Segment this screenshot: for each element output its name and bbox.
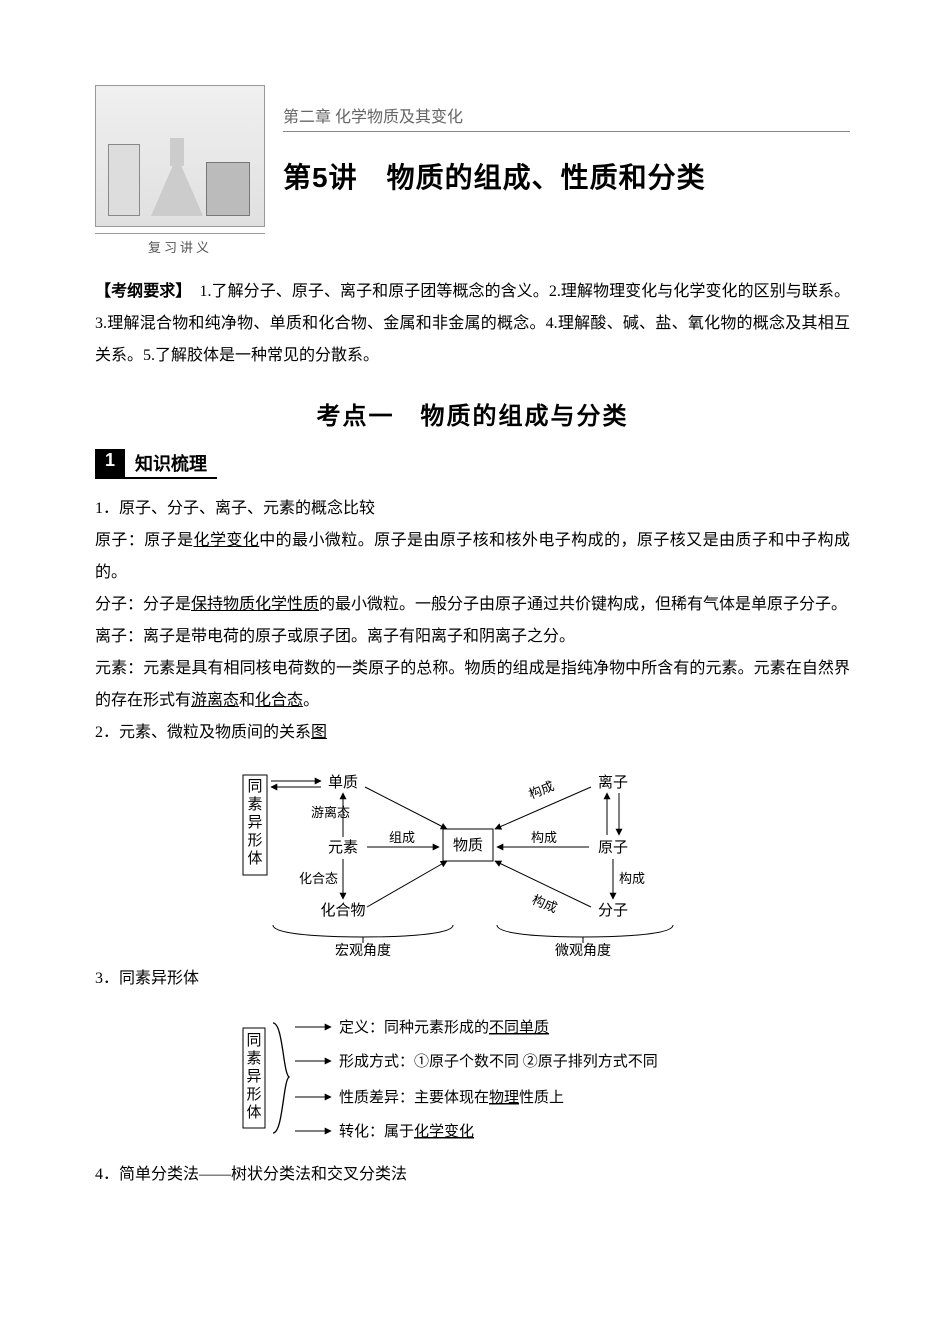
- d2-row3-b: 性质上: [519, 1089, 564, 1106]
- d1-wuzhi: 物质: [452, 837, 482, 854]
- topic-title: 考点一 物质的组成与分类: [95, 396, 850, 431]
- d1-zucheng: 组成: [389, 830, 415, 845]
- chapter-label: 第二章 化学物质及其变化: [283, 103, 850, 132]
- d1-goucheng-bot: 构成: [529, 892, 559, 916]
- d1-lizi: 离子: [597, 774, 627, 791]
- d1-fenzi: 分子: [597, 902, 627, 919]
- lesson-title: 第5讲 物质的组成、性质和分类: [283, 156, 850, 196]
- chapter-image: [95, 85, 265, 227]
- d2-row3-u: 物理: [489, 1089, 519, 1106]
- flask-neck-icon: [170, 138, 184, 166]
- d2-row4: 转化：属于化学变化: [339, 1123, 474, 1140]
- relationship-diagram: 同 素 异 形 体 单质 元素 游离态 化合物 化合态 物质: [233, 757, 713, 957]
- section-label: 知识梳理: [125, 449, 217, 479]
- d1-goucheng-top: 构成: [526, 778, 556, 802]
- item1-element: 元素：元素是具有相同核电荷数的一类原子的总称。物质的组成是指纯净物中所含有的元素…: [95, 653, 850, 717]
- kaogang-text: 1.了解分子、原子、离子和原子团等概念的含义。2.理解物理变化与化学变化的区别与…: [95, 283, 850, 364]
- item1-heading: 1．原子、分子、离子、元素的概念比较: [95, 493, 850, 525]
- d1-yuansu: 元素: [327, 839, 357, 856]
- d2-box-2: 素: [246, 1050, 261, 1067]
- d1-huahetai: 化合态: [299, 871, 338, 886]
- mol-b: 的最小微粒。一般分子由原子通过共价键构成，但稀有气体是单原子分子。: [319, 596, 847, 613]
- atom-u: 化学变化: [194, 532, 260, 549]
- chapter-image-block: 复习讲义: [95, 85, 265, 256]
- d2-box-1: 同: [246, 1033, 261, 1049]
- d1-macro: 宏观角度: [335, 943, 391, 957]
- glassware-icon: [108, 144, 140, 216]
- page: 复习讲义 第二章 化学物质及其变化 第5讲 物质的组成、性质和分类 【考纲要求】…: [0, 0, 945, 1337]
- item1-molecule: 分子：分子是保持物质化学性质的最小微粒。一般分子由原子通过共价键构成，但稀有气体…: [95, 589, 850, 621]
- d1-leftbox-3: 异: [247, 815, 262, 831]
- item2-heading: 2．元素、微粒及物质间的关系图: [95, 717, 850, 749]
- elem-u1: 游离态: [191, 692, 239, 709]
- diagram-1: 同 素 异 形 体 单质 元素 游离态 化合物 化合态 物质: [95, 757, 850, 957]
- d1-leftbox-4: 形: [247, 832, 262, 849]
- elem-u2: 化合态: [255, 692, 303, 709]
- d1-leftbox-2: 素: [247, 796, 262, 813]
- item4-heading: 4．简单分类法——树状分类法和交叉分类法: [95, 1159, 850, 1191]
- d1-danzhi: 单质: [327, 774, 357, 791]
- d2-row1-u: 不同单质: [489, 1019, 549, 1036]
- d2-row4-u: 化学变化: [414, 1123, 474, 1140]
- d2-row3: 性质差异：主要体现在物理性质上: [339, 1089, 564, 1106]
- item1-ion: 离子：离子是带电荷的原子或原子团。离子有阳离子和阴离子之分。: [95, 621, 850, 653]
- d1-goucheng-atom-mol: 构成: [619, 871, 645, 886]
- mol-a: 分子：分子是: [95, 596, 191, 613]
- atom-a: 原子：原子是: [95, 532, 194, 549]
- d1-youli: 游离态: [311, 805, 350, 820]
- section-bar-1: 1 知识梳理: [95, 449, 850, 479]
- d2-box-4: 形: [246, 1086, 261, 1103]
- elem-mid: 和: [239, 692, 255, 709]
- kaogang-paragraph: 【考纲要求】 1.了解分子、原子、离子和原子团等概念的含义。2.理解物理变化与化…: [95, 276, 850, 372]
- d2-box-5: 体: [246, 1104, 261, 1121]
- d1-micro: 微观角度: [555, 943, 611, 957]
- d1-leftbox-1: 同: [247, 779, 262, 795]
- elem-end: 。: [303, 692, 319, 709]
- item1-atom: 原子：原子是化学变化中的最小微粒。原子是由原子核和核外电子构成的，原子核又是由质…: [95, 525, 850, 589]
- jar-icon: [206, 162, 250, 216]
- allotrope-diagram: 同 素 异 形 体 定义：同种元素形成的不同单质 形成方式：①原子个数不同 ②原…: [203, 1003, 743, 1153]
- item2-heading-a: 2．元素、微粒及物质间的关系: [95, 724, 311, 741]
- d2-row4-a: 转化：属于: [339, 1123, 414, 1140]
- chapter-header: 复习讲义 第二章 化学物质及其变化 第5讲 物质的组成、性质和分类: [95, 85, 850, 256]
- d1-leftbox-5: 体: [247, 850, 262, 867]
- header-text: 第二章 化学物质及其变化 第5讲 物质的组成、性质和分类: [283, 85, 850, 196]
- item3-heading: 3．同素异形体: [95, 963, 850, 995]
- diagram-2: 同 素 异 形 体 定义：同种元素形成的不同单质 形成方式：①原子个数不同 ②原…: [95, 1003, 850, 1153]
- d2-row3-a: 性质差异：主要体现在: [339, 1089, 489, 1106]
- d2-row2: 形成方式：①原子个数不同 ②原子排列方式不同: [339, 1053, 658, 1070]
- d2-row1-a: 定义：同种元素形成的: [339, 1019, 489, 1036]
- d2-box-3: 异: [246, 1069, 261, 1085]
- d1-yuanzi: 原子: [597, 839, 627, 856]
- kaogang-lead: 【考纲要求】: [95, 283, 183, 300]
- mol-u: 保持物质化学性质: [191, 596, 319, 613]
- d1-huahewu: 化合物: [320, 902, 365, 919]
- d1-goucheng-mid: 构成: [531, 830, 557, 845]
- section-num: 1: [95, 449, 125, 479]
- chapter-image-caption: 复习讲义: [95, 233, 265, 256]
- item2-heading-u: 图: [311, 724, 327, 741]
- d2-row1: 定义：同种元素形成的不同单质: [339, 1019, 549, 1036]
